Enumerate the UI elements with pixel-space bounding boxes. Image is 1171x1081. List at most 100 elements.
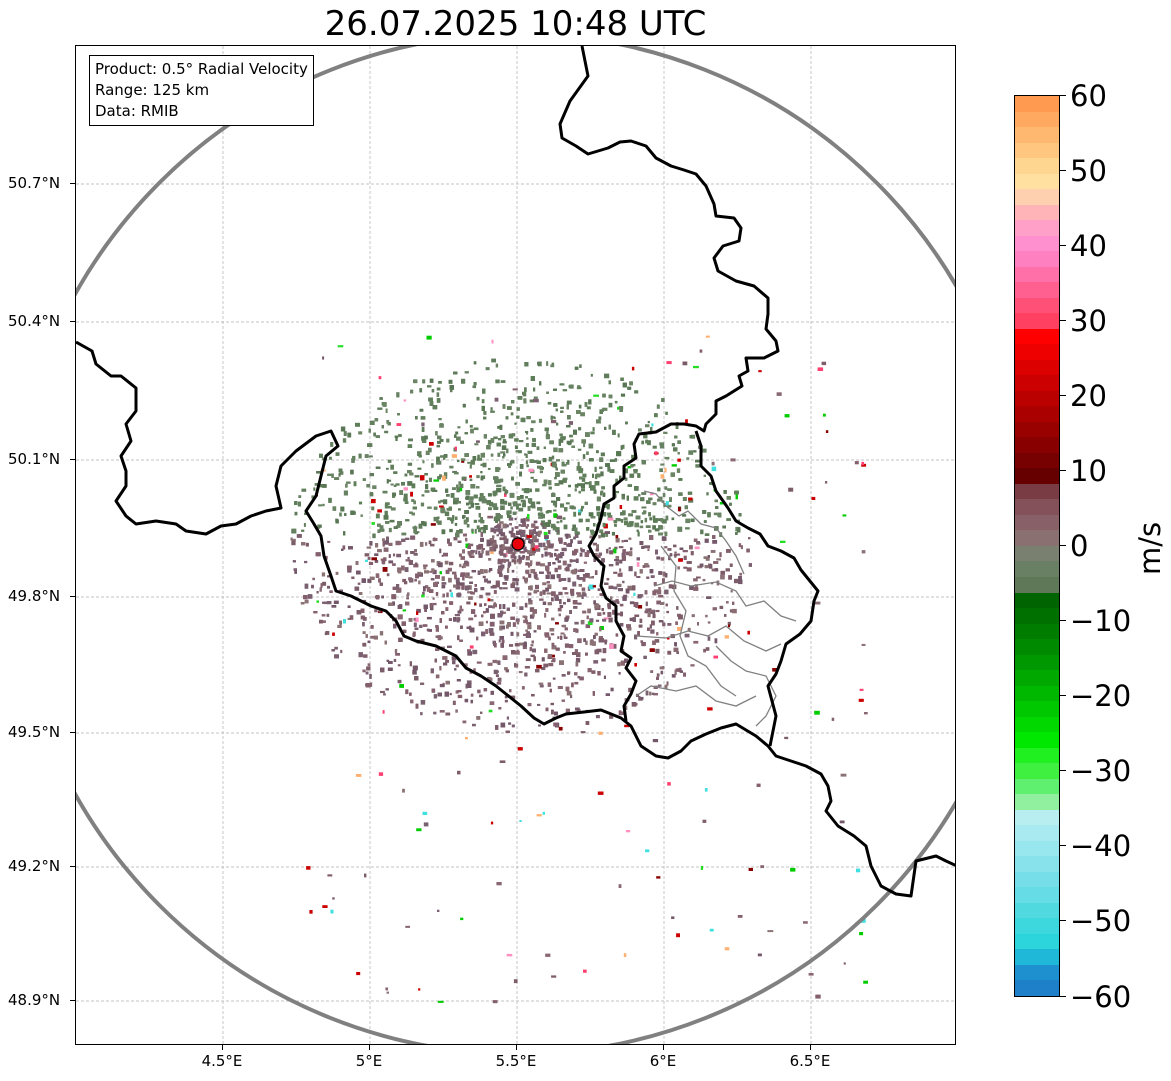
echo-cell <box>403 497 407 502</box>
echo-cell <box>493 590 497 594</box>
echo-cell <box>567 459 570 463</box>
echo-cell <box>410 699 414 704</box>
echo-cell <box>441 576 445 581</box>
radar-map[interactable] <box>75 45 956 1045</box>
echo-cell <box>709 564 713 569</box>
echo-cell <box>674 435 678 439</box>
echo-cell <box>660 557 665 561</box>
colorbar-band <box>1015 313 1059 329</box>
echo-cell <box>592 473 594 478</box>
echo-cell <box>609 469 615 473</box>
echo-cell <box>599 409 603 414</box>
echo-cell <box>526 622 532 625</box>
echo-cell <box>596 419 601 424</box>
echo-cell <box>319 483 323 488</box>
echo-cell <box>441 529 446 535</box>
echo-cell <box>565 615 570 619</box>
echo-cell <box>622 596 627 601</box>
echo-cell <box>546 592 552 595</box>
echo-cell <box>606 505 610 510</box>
echo-cell <box>659 444 665 449</box>
echo-cell <box>482 575 486 579</box>
echo-cell <box>561 674 566 677</box>
echo-cell <box>662 493 666 497</box>
colorbar-tick-label: 60 <box>1070 79 1107 113</box>
echo-cell <box>414 579 417 582</box>
echo-cell <box>604 531 610 534</box>
echo-cell <box>515 482 520 486</box>
echo-cell <box>465 573 469 578</box>
echo-cell <box>599 593 604 596</box>
echo-cell <box>675 668 680 672</box>
echo-cell <box>469 464 472 469</box>
echo-cell <box>544 535 549 539</box>
echo-cell <box>470 484 476 489</box>
echo-cell <box>438 418 442 421</box>
echo-cell <box>477 689 481 694</box>
echo-cell <box>693 640 699 644</box>
echo-cell <box>424 570 429 574</box>
echo-cell <box>343 431 347 436</box>
echo-cell <box>443 499 448 505</box>
echo-cell <box>664 573 668 578</box>
echo-cell <box>536 814 542 817</box>
echo-cell <box>449 589 452 592</box>
colorbar-tick-label: 50 <box>1070 154 1107 188</box>
echo-cell <box>636 557 640 561</box>
lat-tick-mark <box>70 459 75 460</box>
echo-cell <box>619 711 625 715</box>
echo-cell <box>527 514 530 519</box>
echo-cell <box>551 645 557 650</box>
colorbar-band <box>1015 670 1059 686</box>
echo-cell <box>339 512 342 517</box>
echo-cell <box>674 669 677 675</box>
echo-cell <box>628 513 633 517</box>
echo-cell <box>418 988 421 991</box>
echo-cell <box>439 548 442 554</box>
echo-cell <box>457 488 463 492</box>
echo-cell <box>553 552 557 557</box>
echo-cell <box>380 690 385 694</box>
echo-cell <box>608 617 613 623</box>
echo-cell <box>456 584 460 588</box>
echo-cell <box>578 427 582 431</box>
echo-cell <box>530 543 535 549</box>
echo-cell <box>392 586 397 590</box>
echo-cell <box>464 560 468 565</box>
echo-cell <box>618 672 621 675</box>
colorbar-band <box>1015 685 1059 702</box>
echo-cell <box>445 569 450 574</box>
echo-cell <box>474 588 478 593</box>
echo-cell <box>530 654 535 657</box>
echo-cell <box>455 690 459 694</box>
echo-cell <box>503 575 509 579</box>
echo-cell <box>484 603 487 606</box>
echo-cell <box>543 479 548 485</box>
echo-cell <box>472 456 477 461</box>
echo-cell <box>499 521 504 524</box>
echo-cell <box>543 663 549 668</box>
echo-cell <box>522 392 527 397</box>
radar-site-icon[interactable] <box>511 537 525 551</box>
echo-cell <box>507 622 511 627</box>
echo-cell <box>371 506 375 511</box>
lat-tick-mark <box>70 732 75 733</box>
echo-cell <box>304 599 309 604</box>
echo-cell <box>552 527 555 531</box>
echo-cell <box>648 512 651 517</box>
echo-cell <box>667 504 672 508</box>
echo-cell <box>474 614 477 618</box>
echo-cell <box>558 726 563 731</box>
echo-cell <box>390 507 396 511</box>
echo-cell <box>412 631 416 637</box>
echo-cell <box>723 490 727 494</box>
echo-cell <box>704 538 709 543</box>
echo-cell <box>368 561 374 565</box>
echo-cell <box>337 624 342 628</box>
echo-cell <box>574 531 578 534</box>
echo-cell <box>304 560 308 564</box>
echo-cell <box>629 473 635 478</box>
echo-cell <box>551 591 556 596</box>
echo-cell <box>524 672 528 677</box>
echo-cell <box>514 587 520 592</box>
